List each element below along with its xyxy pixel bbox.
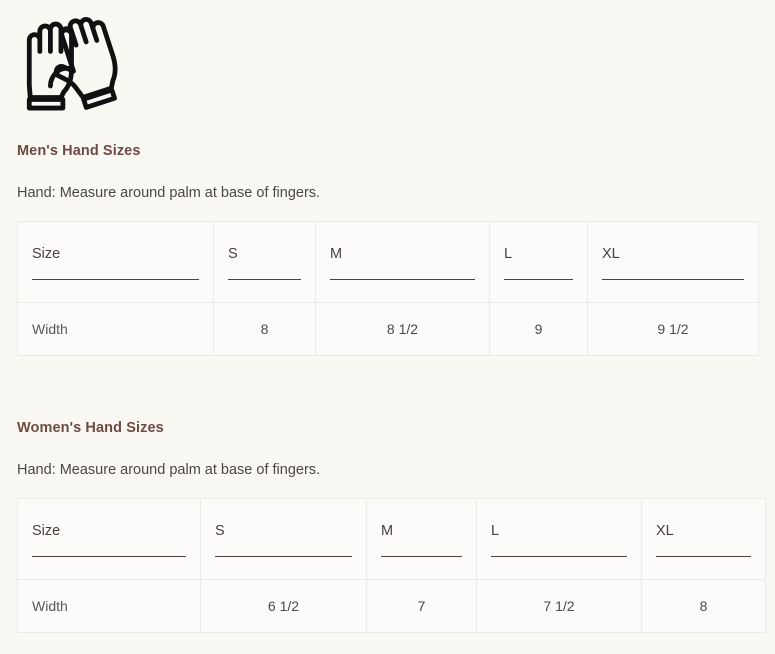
header-underline	[228, 279, 301, 280]
column-header-m: M	[315, 221, 490, 303]
header-underline	[32, 279, 199, 280]
mens-size-table: Size S M	[17, 221, 759, 356]
column-header-label: XL	[602, 246, 620, 262]
measure-instruction-mens: Hand: Measure around palm at base of fin…	[17, 185, 321, 201]
measure-instruction-womens: Hand: Measure around palm at base of fin…	[17, 462, 321, 478]
header-underline	[602, 279, 744, 280]
column-header-l: L	[476, 498, 642, 580]
column-header-size: Size	[17, 498, 201, 580]
cell-width-m: 7	[366, 579, 477, 633]
column-header-label: S	[228, 246, 238, 262]
column-header-l: L	[489, 221, 588, 303]
cell-width-s: 8	[213, 302, 316, 356]
page-title-mens: Men's Hand Sizes	[17, 143, 141, 159]
section-womens-hand-sizes: Women's Hand Sizes Hand: Measure around …	[0, 405, 775, 633]
header-underline	[381, 556, 462, 557]
womens-size-table: Size S M	[17, 498, 766, 633]
gloves-icon	[12, 6, 132, 118]
column-header-xl: XL	[641, 498, 766, 580]
page-title-womens: Women's Hand Sizes	[17, 420, 164, 436]
column-header-label: L	[491, 523, 500, 539]
cell-width-xl: 9 1/2	[587, 302, 759, 356]
table-header-row: Size S M	[17, 221, 759, 303]
header-underline	[215, 556, 352, 557]
header-underline	[32, 556, 186, 557]
column-header-label: L	[504, 246, 513, 262]
column-header-label: M	[330, 246, 343, 262]
cell-width-xl: 8	[641, 579, 766, 633]
header-underline	[491, 556, 627, 557]
column-header-label: Size	[32, 523, 61, 539]
header-underline	[504, 279, 573, 280]
column-header-label: M	[381, 523, 394, 539]
column-header-size: Size	[17, 221, 214, 303]
column-header-label: Size	[32, 246, 61, 262]
header-underline	[330, 279, 475, 280]
column-header-m: M	[366, 498, 477, 580]
section-mens-hand-sizes: Men's Hand Sizes Hand: Measure around pa…	[0, 128, 775, 356]
row-label-width: Width	[17, 302, 214, 356]
column-header-s: S	[213, 221, 316, 303]
table-row: Width 8 8 1/2 9 9 1/2	[17, 302, 759, 356]
table-header-row: Size S M	[17, 498, 766, 580]
table-row: Width 6 1/2 7 7 1/2 8	[17, 579, 766, 633]
header-underline	[656, 556, 751, 557]
column-header-label: XL	[656, 523, 674, 539]
column-header-label: S	[215, 523, 225, 539]
column-header-s: S	[200, 498, 367, 580]
cell-width-l: 7 1/2	[476, 579, 642, 633]
cell-width-m: 8 1/2	[315, 302, 490, 356]
cell-width-s: 6 1/2	[200, 579, 367, 633]
cell-width-l: 9	[489, 302, 588, 356]
row-label-width: Width	[17, 579, 201, 633]
column-header-xl: XL	[587, 221, 759, 303]
